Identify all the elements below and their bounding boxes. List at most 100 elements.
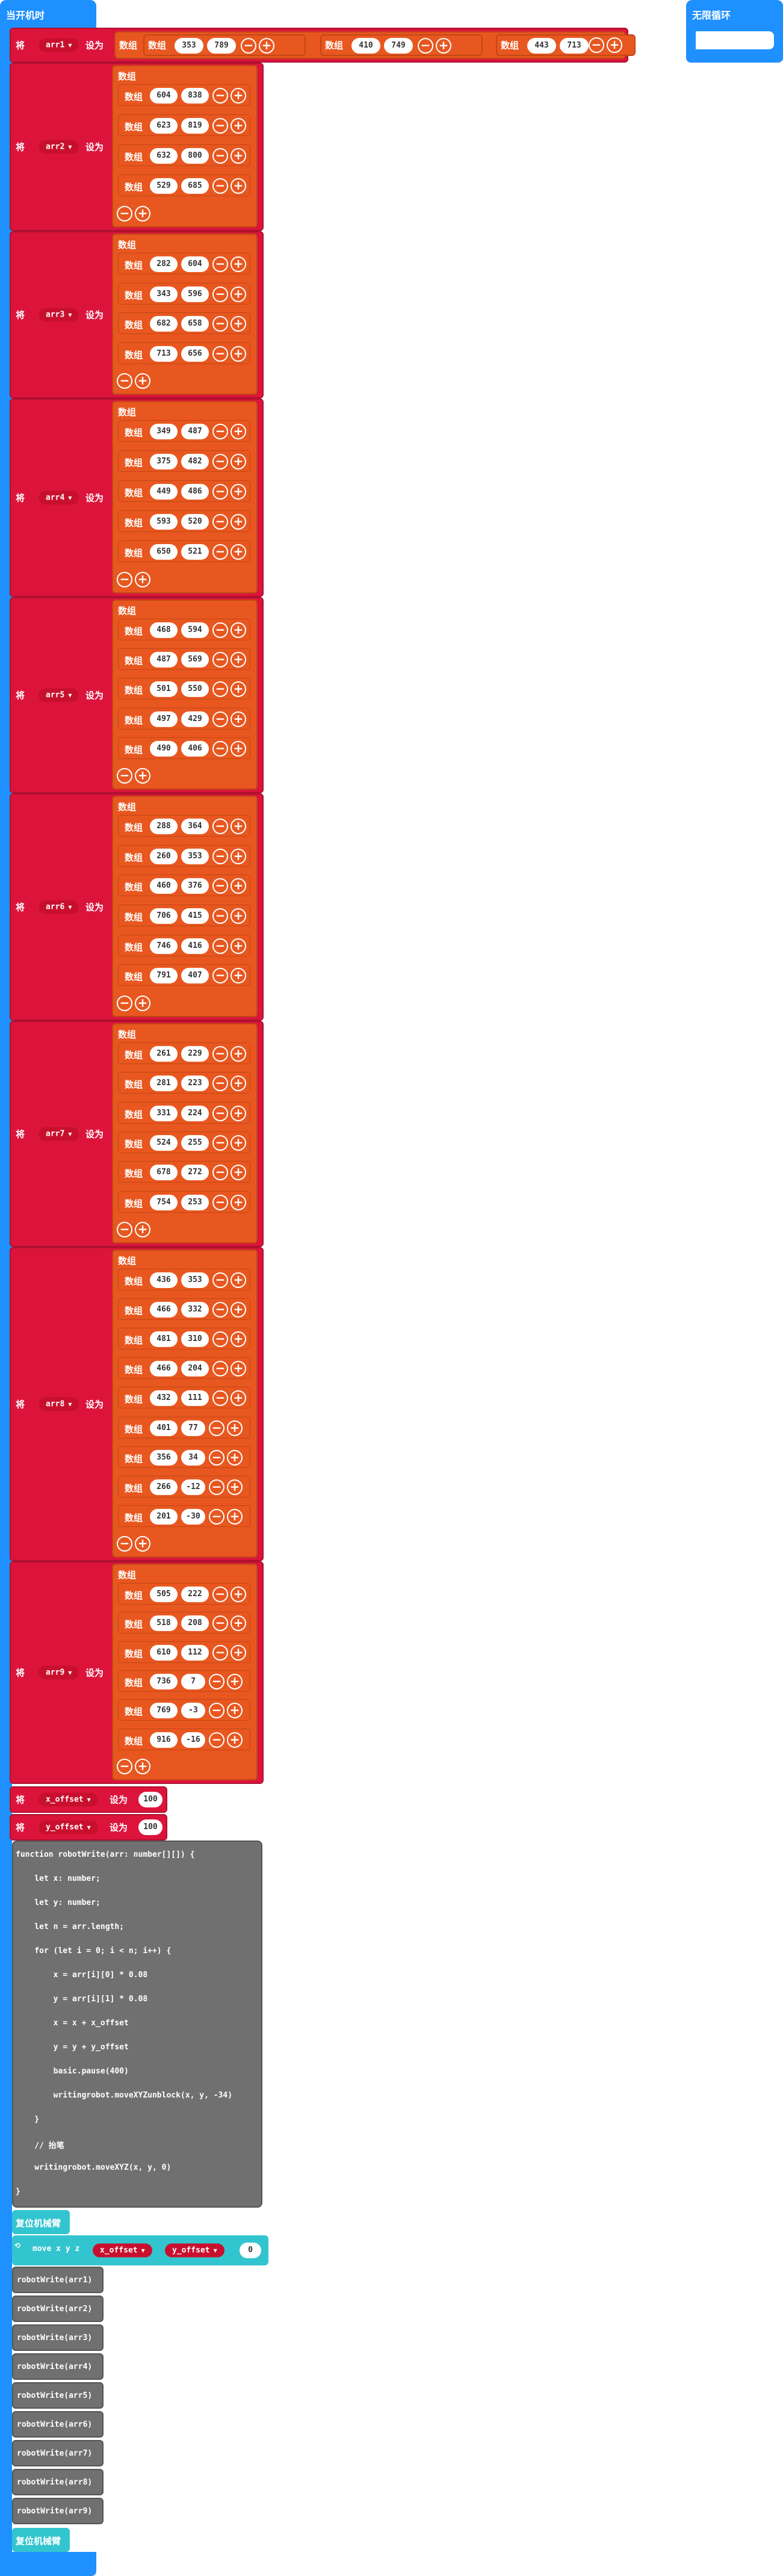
robot-write-call[interactable]: robotWrite(arr1)	[12, 2267, 104, 2293]
array-item[interactable]: 数组 682 658− +	[118, 312, 250, 334]
value-y[interactable]: 569	[181, 652, 209, 668]
array-item[interactable]: 数组 678 272− +	[118, 1161, 250, 1183]
plus-icon[interactable]: +	[231, 740, 246, 757]
plus-icon[interactable]: +	[231, 652, 246, 668]
minus-icon[interactable]: −	[209, 1420, 224, 1436]
array-item[interactable]: 数组 769 -3− +	[118, 1699, 250, 1721]
plus-icon[interactable]: +	[135, 1759, 150, 1774]
array-literal[interactable]: 数组 数组 505 222− + 数组 518 208− + 数组 610 112− + 数组 736 7− +…	[112, 1564, 258, 1780]
minus-icon[interactable]: −	[212, 1194, 228, 1210]
array-item[interactable]: 数组 468 594− +	[118, 619, 250, 640]
plus-icon[interactable]: +	[135, 995, 150, 1011]
z-value[interactable]: 0	[240, 2243, 261, 2258]
var-arr8[interactable]: arr8 ▼	[39, 1397, 79, 1411]
value-y[interactable]: 112	[181, 1644, 209, 1661]
plus-icon[interactable]: +	[231, 622, 246, 638]
value-y[interactable]: 487	[181, 424, 209, 439]
plus-icon[interactable]: +	[231, 1390, 246, 1407]
value-y[interactable]: 111	[181, 1390, 209, 1407]
value-x[interactable]: 468	[150, 622, 178, 638]
value-y[interactable]: 253	[181, 1194, 209, 1210]
reset-arm-block-2[interactable]: 复位机械臂	[12, 2528, 70, 2552]
plus-icon[interactable]: +	[231, 848, 246, 864]
var-arr6[interactable]: arr6 ▼	[39, 900, 79, 914]
value-y[interactable]: 604	[181, 256, 209, 272]
y-offset-value[interactable]: 100	[138, 1819, 162, 1835]
var-x-offset[interactable]: x_offset ▼	[39, 1792, 98, 1807]
var-arr2[interactable]: arr2 ▼	[39, 140, 79, 154]
value-y[interactable]: 353	[181, 848, 209, 864]
array-item[interactable]: 数组 713 656− +	[118, 342, 250, 364]
plus-icon[interactable]: +	[231, 878, 246, 894]
minus-icon[interactable]: −	[117, 206, 132, 221]
value-x[interactable]: 736	[150, 1674, 178, 1689]
value-y[interactable]: 685	[181, 178, 209, 194]
array-item[interactable]: 数组 432 111− +	[118, 1387, 250, 1409]
minus-icon[interactable]: −	[212, 178, 228, 194]
array-item[interactable]: 数组 343 596− +	[118, 282, 250, 305]
value-y[interactable]: 255	[181, 1135, 209, 1151]
array-item[interactable]: 数组 356 34− +	[118, 1446, 250, 1468]
array-item[interactable]: 数组 410 749− +	[320, 34, 483, 56]
minus-icon[interactable]: −	[209, 1732, 224, 1748]
value-y[interactable]: -16	[181, 1732, 205, 1748]
minus-icon[interactable]: −	[212, 1361, 228, 1377]
set-arr8-block[interactable]: 将 arr8 ▼ 设为 数组 数组 436 353− + 数组 466 332− + 数组 481 310− +…	[10, 1247, 264, 1561]
value-x[interactable]: 706	[150, 908, 178, 924]
minus-icon[interactable]: −	[212, 88, 228, 104]
value-x[interactable]: 481	[150, 1331, 178, 1348]
plus-icon[interactable]: +	[231, 1615, 246, 1632]
set-y-offset-block[interactable]: 将 y_offset ▼ 设为 100	[10, 1814, 167, 1841]
robot-write-function[interactable]: function robotWrite(arr: number[][]) { l…	[12, 1841, 262, 2208]
plus-icon[interactable]: +	[231, 514, 246, 530]
minus-icon[interactable]: −	[212, 878, 228, 894]
plus-icon[interactable]: +	[436, 38, 451, 54]
value-x[interactable]: 260	[150, 848, 178, 864]
plus-icon[interactable]: +	[231, 1046, 246, 1062]
value-x[interactable]: 769	[150, 1703, 178, 1719]
array-item[interactable]: 数组 505 222− +	[118, 1583, 250, 1605]
value-x[interactable]: 632	[150, 148, 178, 164]
minus-icon[interactable]: −	[212, 1331, 228, 1348]
value-x[interactable]: 201	[150, 1508, 178, 1525]
value-y[interactable]: 77	[181, 1420, 205, 1436]
array-item[interactable]: 数组 460 376− +	[118, 875, 250, 897]
set-arr2-block[interactable]: 将 arr2 ▼ 设为 数组 数组 604 838− + 数组 623 819− + 数组 632 800− +…	[10, 63, 264, 231]
value-y[interactable]: 482	[181, 454, 209, 469]
minus-icon[interactable]: −	[212, 908, 228, 924]
minus-icon[interactable]: −	[212, 316, 228, 332]
minus-icon[interactable]: −	[212, 514, 228, 530]
reset-arm-block[interactable]: 复位机械臂	[12, 2210, 70, 2234]
minus-icon[interactable]: −	[212, 1135, 228, 1151]
plus-icon[interactable]: +	[227, 1703, 243, 1719]
array-item[interactable]: 数组 401 77− +	[118, 1416, 250, 1438]
value-x[interactable]: 261	[150, 1046, 178, 1062]
value-y[interactable]: 376	[181, 878, 209, 894]
value-y[interactable]: 310	[181, 1331, 209, 1348]
set-arr3-block[interactable]: 将 arr3 ▼ 设为 数组 数组 282 604− + 数组 343 596− + 数组 682 658− +…	[10, 231, 264, 398]
value-y[interactable]: 800	[181, 148, 209, 164]
set-arr7-block[interactable]: 将 arr7 ▼ 设为 数组 数组 261 229− + 数组 281 223− + 数组 331 224− +…	[10, 1021, 264, 1247]
array-item[interactable]: 数组 260 353− +	[118, 844, 250, 867]
value-x[interactable]: 331	[150, 1105, 178, 1121]
value-y[interactable]: 34	[181, 1449, 205, 1466]
minus-icon[interactable]: −	[212, 938, 228, 954]
x-offset-value[interactable]: 100	[138, 1792, 162, 1807]
value-y[interactable]: 819	[181, 118, 209, 134]
value-y[interactable]: 656	[181, 345, 209, 362]
value-y[interactable]: 7	[181, 1674, 205, 1689]
value-y[interactable]: 229	[181, 1046, 209, 1062]
robot-write-call[interactable]: robotWrite(arr8)	[12, 2469, 104, 2495]
plus-icon[interactable]: +	[231, 1105, 246, 1121]
plus-icon[interactable]: +	[135, 373, 150, 389]
value-y[interactable]: 550	[181, 681, 209, 698]
plus-icon[interactable]: +	[231, 256, 246, 272]
minus-icon[interactable]: −	[212, 1272, 228, 1288]
plus-icon[interactable]: +	[231, 178, 246, 194]
value-x[interactable]: 410	[351, 38, 380, 54]
plus-icon[interactable]: +	[135, 206, 150, 221]
value-x[interactable]: 466	[150, 1302, 178, 1318]
plus-icon[interactable]: +	[231, 454, 246, 469]
plus-icon[interactable]: +	[231, 819, 246, 834]
minus-icon[interactable]: −	[117, 768, 132, 784]
